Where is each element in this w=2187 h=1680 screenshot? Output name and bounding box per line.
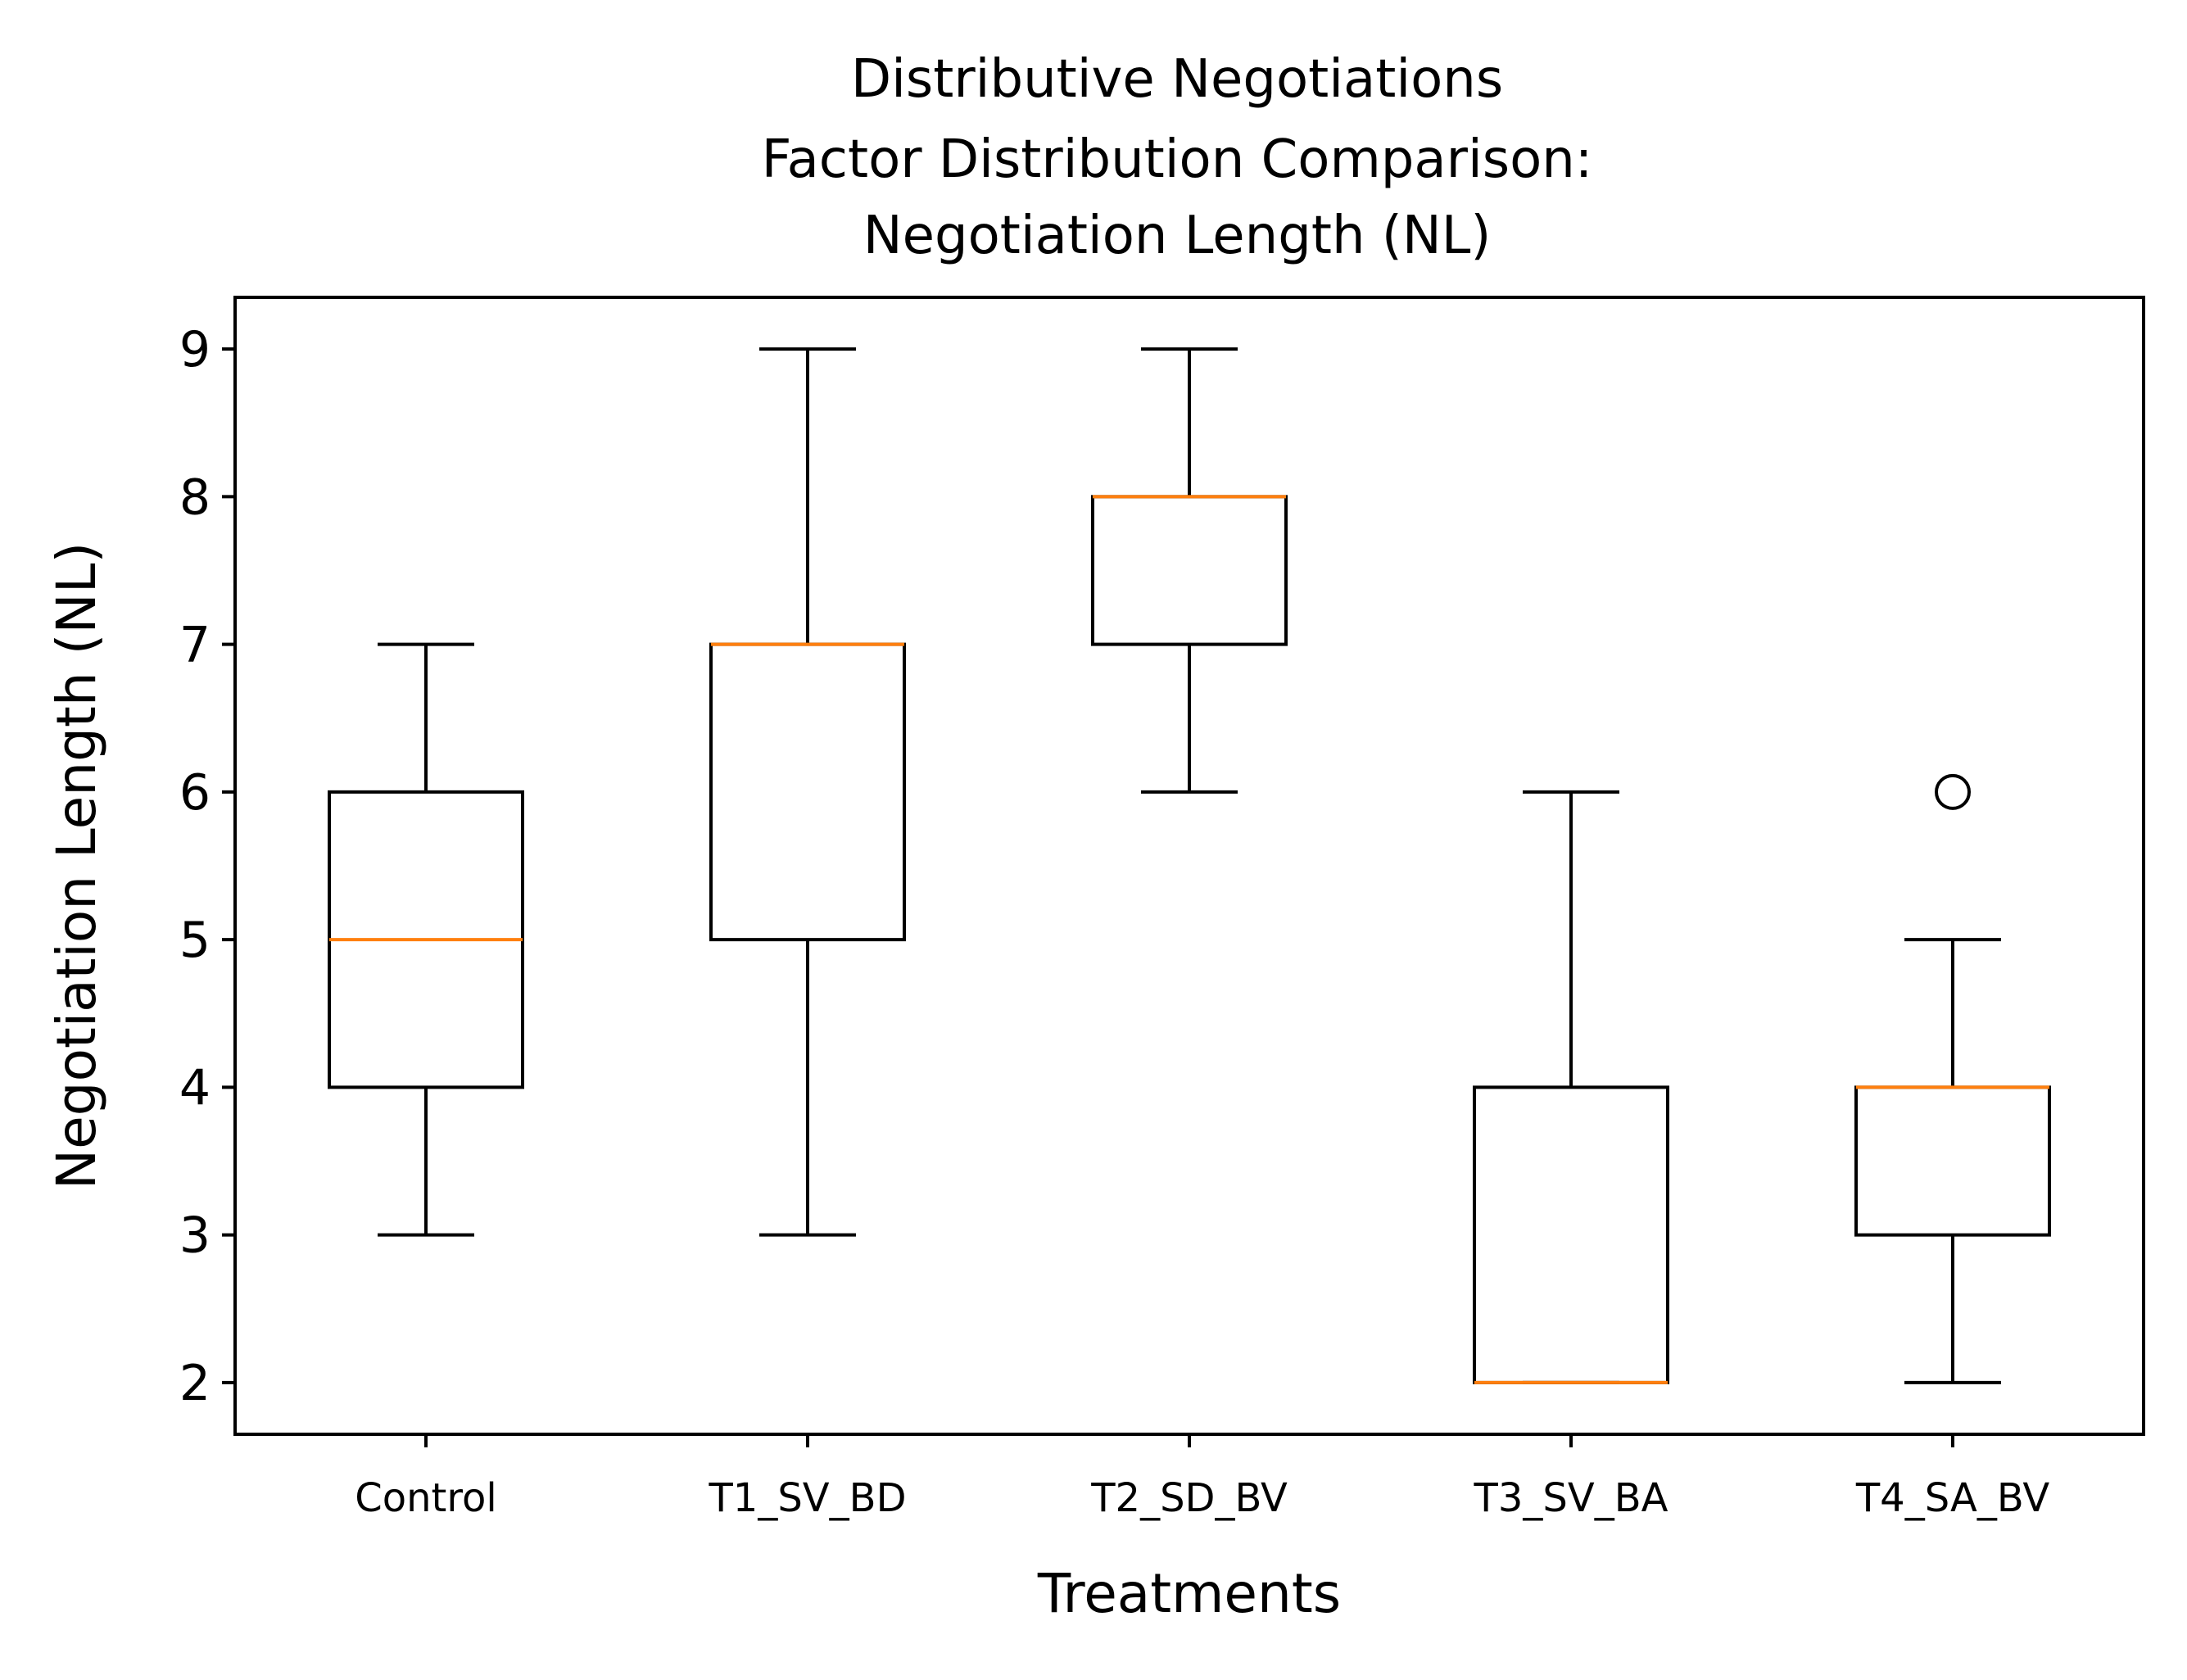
box-T2_SD_BV xyxy=(1091,347,1288,794)
y-axis-label: Negotiation Length (NL) xyxy=(45,542,108,1190)
x-tick-label: T2_SD_BV xyxy=(1090,1475,1288,1521)
chart-title: Distributive Negotiations Factor Distrib… xyxy=(762,49,1593,266)
box-T1_SV_BD xyxy=(709,347,906,1237)
outlier-point xyxy=(1935,773,1971,810)
x-tick-label: Control xyxy=(355,1475,497,1521)
y-tick-label: 2 xyxy=(179,1355,211,1412)
x-axis-label: Treatments xyxy=(1037,1562,1341,1625)
chart-title-line-1: Distributive Negotiations xyxy=(851,49,1503,110)
box-Control xyxy=(328,642,524,1237)
chart-title-line-3: Negotiation Length (NL) xyxy=(863,206,1492,266)
x-tick-label: T4_SA_BV xyxy=(1855,1475,2050,1521)
x-axis-ticks: Control T1_SV_BD T2_SD_BV T3_SV_BA T4_SA_BV xyxy=(355,1434,2049,1521)
box-T4_SA_BV xyxy=(1854,773,2051,1384)
x-tick-label: T1_SV_BD xyxy=(708,1475,906,1521)
box-series xyxy=(328,347,2051,1384)
box-iqr xyxy=(1854,1085,2051,1237)
y-tick-label: 3 xyxy=(179,1207,211,1265)
x-tick-label: T3_SV_BA xyxy=(1474,1475,1669,1521)
y-tick-label: 9 xyxy=(179,321,211,378)
y-tick-label: 7 xyxy=(179,617,211,674)
y-tick-label: 8 xyxy=(179,469,211,526)
box-T3_SV_BA xyxy=(1473,790,1669,1384)
box-iqr xyxy=(709,642,906,942)
box-iqr xyxy=(1091,495,1288,646)
chart-title-line-2: Factor Distribution Comparison: xyxy=(762,129,1593,190)
y-tick-label: 4 xyxy=(179,1059,211,1116)
y-tick-label: 5 xyxy=(179,912,211,969)
box-iqr xyxy=(1473,1085,1669,1384)
y-tick-label: 6 xyxy=(179,764,211,822)
y-axis-ticks: 2 3 4 5 6 7 8 9 xyxy=(179,321,235,1412)
